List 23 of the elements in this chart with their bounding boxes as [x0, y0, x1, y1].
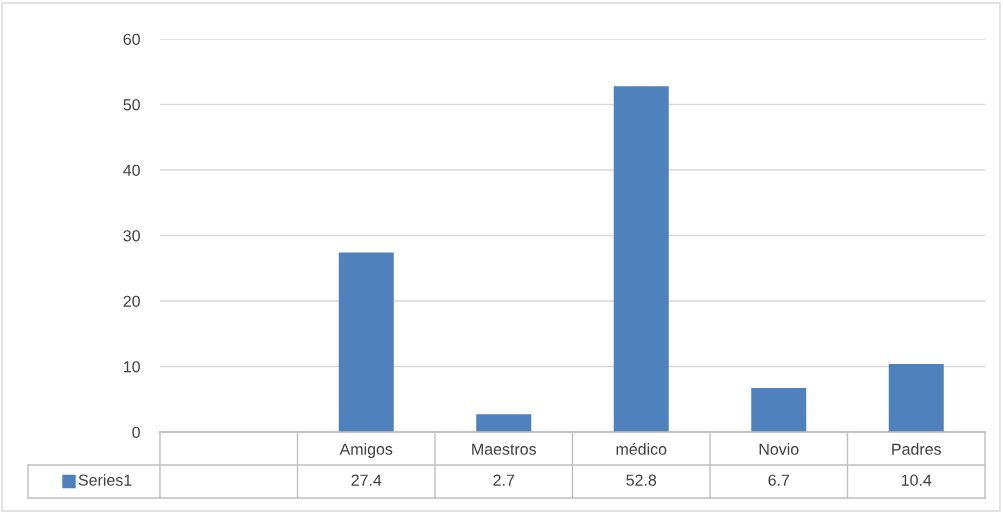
bar — [888, 363, 944, 432]
x-tick-label: Maestros — [472, 443, 537, 455]
bar — [751, 388, 807, 432]
y-tick-label: 20 — [123, 295, 140, 307]
y-tick-label: 10 — [124, 361, 140, 373]
legend-label: Series1 — [78, 474, 132, 486]
data-label: 10.4 — [901, 474, 932, 486]
x-tick-label: Padres — [892, 443, 941, 455]
data-label: 2.7 — [493, 474, 515, 486]
y-tick-label: 40 — [123, 164, 140, 176]
bar — [338, 252, 394, 432]
x-tick-label: médico — [616, 442, 667, 455]
bar — [476, 414, 532, 432]
y-tick-label: 30 — [123, 230, 140, 242]
y-tick-label: 0 — [132, 426, 140, 438]
y-tick-label: 50 — [123, 99, 140, 111]
data-label: 6.7 — [768, 474, 790, 486]
data-label: 27.4 — [351, 474, 382, 486]
y-tick-label: 60 — [123, 33, 140, 45]
bar — [613, 86, 669, 432]
x-tick-label: Novio — [759, 443, 799, 455]
x-tick-label: Amigos — [339, 443, 393, 458]
data-label: 52.8 — [626, 474, 657, 486]
